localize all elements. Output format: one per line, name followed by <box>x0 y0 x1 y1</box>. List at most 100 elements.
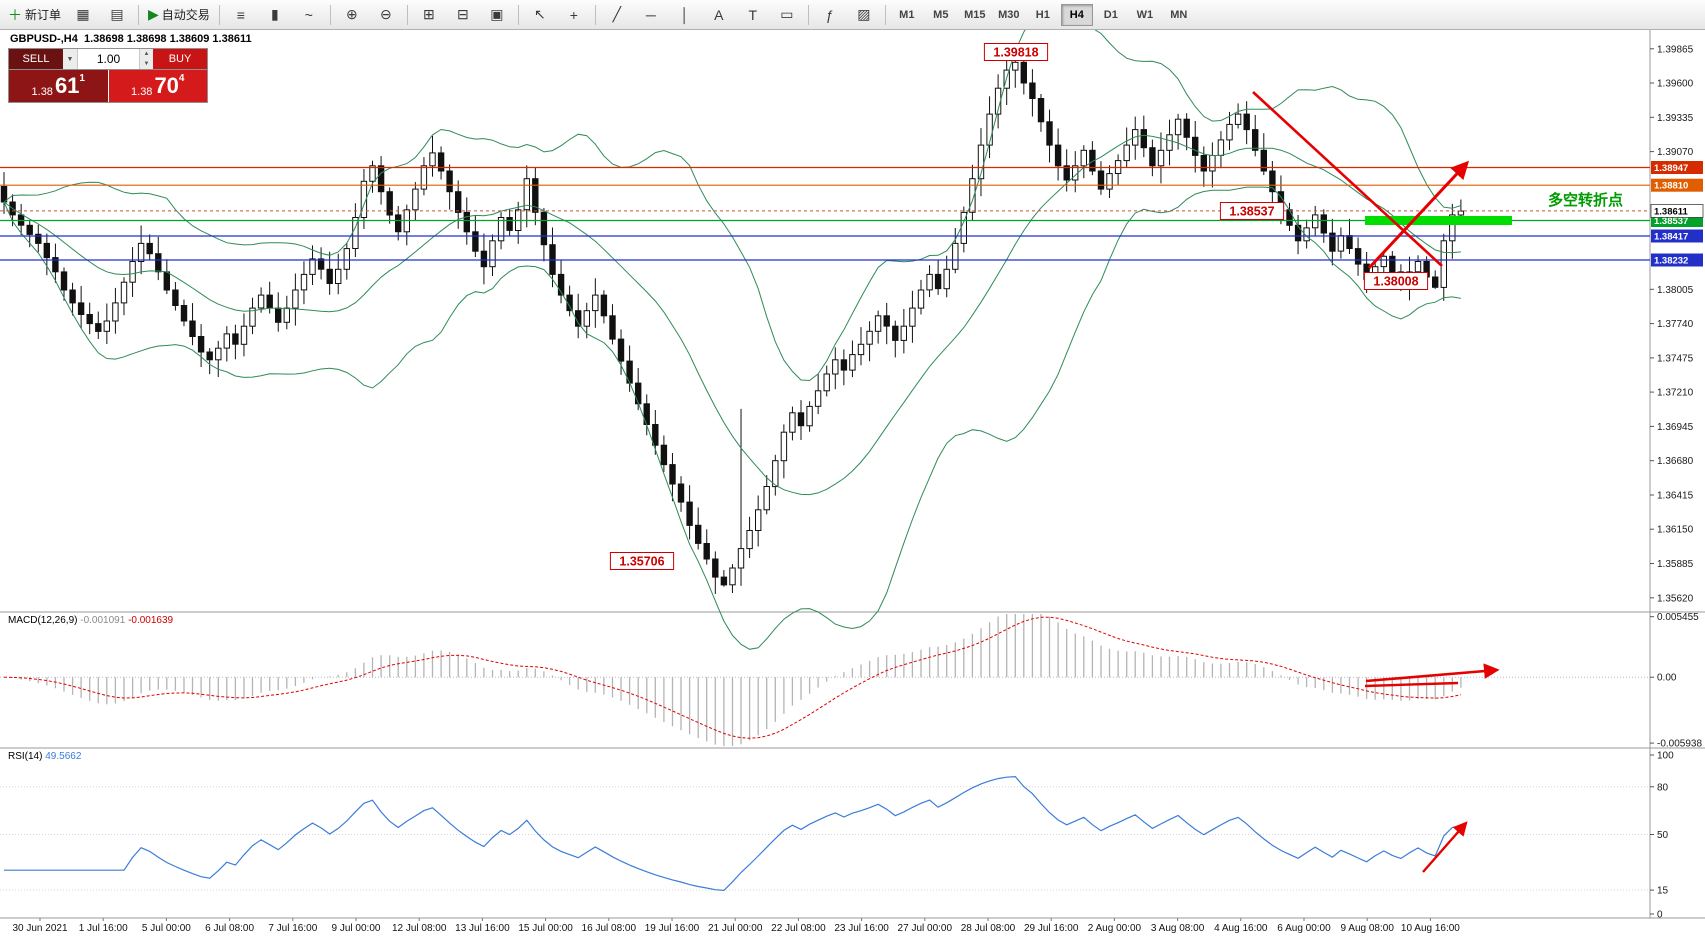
time-tick-label: 1 Jul 16:00 <box>79 923 128 934</box>
candle-body <box>1209 155 1216 172</box>
bollinger-upper-band <box>3 7 1462 382</box>
trendline-button[interactable]: ╱ <box>601 2 633 28</box>
line-chart-button[interactable]: ~ <box>293 2 325 28</box>
bid-price-pip: 1 <box>79 73 85 84</box>
tile-windows-button[interactable]: ⊞ <box>413 2 445 28</box>
candle-body <box>369 165 376 182</box>
candle-body <box>866 330 873 345</box>
time-tick-label: 6 Jul 08:00 <box>205 923 254 934</box>
timeframe-mn-button[interactable]: MN <box>1170 8 1188 21</box>
lot-dropdown-icon[interactable]: ▼ <box>63 49 78 69</box>
candle-body <box>969 178 976 213</box>
profiles-icon: ▤ <box>110 6 124 22</box>
time-axis[interactable]: 30 Jun 2021 1 Jul 16:00 5 Jul 00:00 6 Jul 0… <box>12 918 1460 934</box>
trend-arrow-object[interactable] <box>1422 821 1468 873</box>
price-axis-badge: 1.38417 <box>1651 229 1703 243</box>
candle-body <box>472 231 479 252</box>
trendline-object[interactable] <box>1364 681 1459 688</box>
cascade-windows-button[interactable]: ⊟ <box>447 2 479 28</box>
candle-body <box>1440 240 1447 288</box>
svg-text:1.38537: 1.38537 <box>1654 216 1688 227</box>
candle-body <box>60 271 68 291</box>
crosshair-button[interactable]: + <box>558 2 590 28</box>
timeframe-d1-button[interactable]: D1 <box>1103 8 1118 21</box>
time-tick-label: 16 Jul 08:00 <box>582 923 637 934</box>
lot-increase-button[interactable]: ▲ <box>140 49 153 59</box>
candle-body <box>1157 149 1165 167</box>
price-tick-label: 1.35620 <box>1657 593 1694 604</box>
text-button[interactable]: A <box>703 2 735 28</box>
sell-quote-button[interactable]: 1.38 61 1 <box>9 70 109 102</box>
price-axis[interactable]: 1.39865 1.39600 1.39335 1.39070 1.38005 1.377… <box>1650 44 1704 921</box>
candle-chart-button[interactable]: ▮ <box>259 2 291 28</box>
candle-body <box>814 390 822 407</box>
time-tick-label: 12 Jul 08:00 <box>392 923 447 934</box>
candle-body <box>1389 255 1396 273</box>
text-label-button[interactable]: T <box>737 2 769 28</box>
vertical-line-button[interactable]: │ <box>669 2 701 28</box>
timeframe-m30-button[interactable]: M30 <box>998 8 1020 21</box>
arrange-windows-button[interactable]: ▣ <box>481 2 513 28</box>
candle-body <box>540 211 548 246</box>
candle-body <box>1046 121 1053 146</box>
price-annotation-object[interactable]: 1.35706 <box>609 552 675 570</box>
lot-size-input[interactable]: 1.00 <box>78 49 139 69</box>
price-tick-label: 1.39335 <box>1657 113 1694 124</box>
trend-arrow-object[interactable] <box>1367 160 1470 270</box>
macd-name: MACD(12,26,9) <box>8 615 78 626</box>
candle-body <box>35 233 42 244</box>
time-tick-label: 10 Aug 16:00 <box>1401 923 1460 934</box>
new-order-button[interactable]: ＋新订单 <box>4 2 65 28</box>
lot-decrease-button[interactable]: ▼ <box>140 59 153 69</box>
trend-arrow-object[interactable] <box>1365 663 1500 683</box>
cursor-button[interactable]: ↖ <box>524 2 556 28</box>
candle-body <box>720 576 728 586</box>
time-tick-label: 23 Jul 16:00 <box>834 923 889 934</box>
candle-body <box>172 289 179 306</box>
price-tick-label: 1.36150 <box>1657 525 1694 536</box>
time-tick-label: 27 Jul 00:00 <box>898 923 953 934</box>
support-zone-highlight[interactable] <box>1365 216 1512 225</box>
buy-quote-button[interactable]: 1.38 70 4 <box>108 70 207 102</box>
timeframe-w1-button[interactable]: W1 <box>1136 8 1154 21</box>
candle-body <box>1063 165 1070 181</box>
zoom-out-icon: ⊖ <box>379 6 392 22</box>
price-annotation-object[interactable]: 1.38537 <box>1219 202 1285 220</box>
rsi-axis-label: 80 <box>1657 782 1669 793</box>
symbol-ohlc-header: GBPUSD-,H4 1.38698 1.38698 1.38609 1.386… <box>10 33 252 45</box>
time-tick-label: 6 Aug 00:00 <box>1277 923 1331 934</box>
chart-windows-button[interactable]: ▦ <box>67 2 99 28</box>
candle-body <box>737 548 745 569</box>
candle-body <box>489 240 496 268</box>
templates-icon: ▨ <box>857 6 871 22</box>
svg-text:1.38417: 1.38417 <box>1654 232 1688 243</box>
price-annotation-object[interactable]: 1.39818 <box>983 43 1049 61</box>
timeframe-m1-button[interactable]: M1 <box>899 8 915 21</box>
svg-text:1.38537: 1.38537 <box>1229 205 1274 219</box>
timeframe-h4-button[interactable]: H4 <box>1060 3 1093 26</box>
svg-text:1.38008: 1.38008 <box>1373 275 1418 289</box>
zoom-in-button[interactable]: ⊕ <box>336 2 368 28</box>
shapes-button[interactable]: ▭ <box>771 2 803 28</box>
timeframe-m5-button[interactable]: M5 <box>933 8 949 21</box>
candle-body <box>934 273 942 290</box>
candle-body <box>592 294 599 312</box>
indicators-button[interactable]: ƒ <box>814 2 846 28</box>
time-tick-label: 7 Jul 16:00 <box>268 923 317 934</box>
turning-point-annotation[interactable]: 多空转折点 <box>1548 191 1623 209</box>
buy-button[interactable]: BUY <box>153 49 207 69</box>
profiles-button[interactable]: ▤ <box>101 2 133 28</box>
bar-chart-button[interactable]: ≡ <box>225 2 257 28</box>
zoom-out-button[interactable]: ⊖ <box>370 2 402 28</box>
timeframe-h1-button[interactable]: H1 <box>1035 8 1050 21</box>
trendline-object[interactable] <box>1252 91 1443 267</box>
time-tick-label: 22 Jul 08:00 <box>771 923 826 934</box>
autotrade-button[interactable]: ▶ 自动交易 <box>144 2 214 28</box>
templates-button[interactable]: ▨ <box>848 2 880 28</box>
timeframe-m15-button[interactable]: M15 <box>964 8 986 21</box>
price-annotation-object[interactable]: 1.38008 <box>1363 272 1429 290</box>
sell-button[interactable]: SELL <box>9 49 63 69</box>
horizontal-line-button[interactable]: ─ <box>635 2 667 28</box>
candle-body <box>26 224 33 235</box>
